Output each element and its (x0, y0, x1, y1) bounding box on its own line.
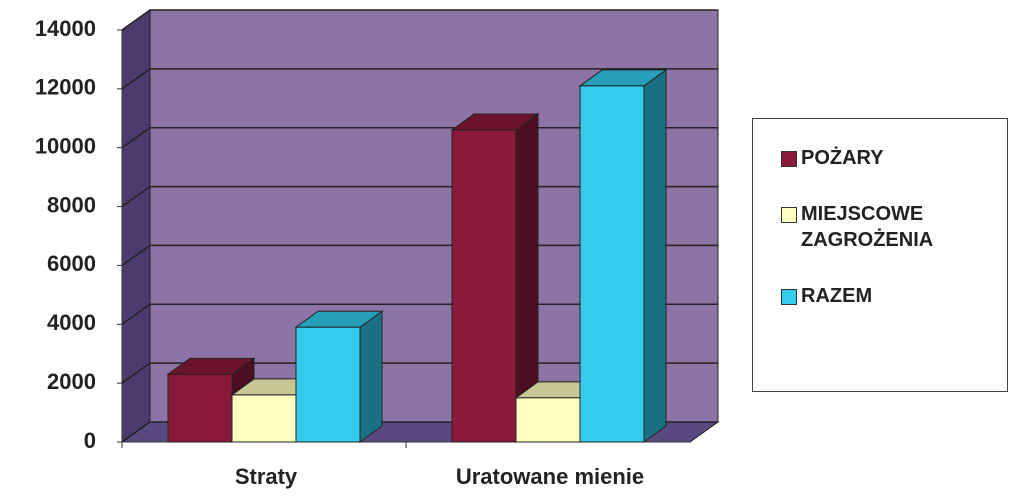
grid-line (121, 9, 718, 31)
y-tick-label: 14000 (35, 16, 96, 41)
x-tick-label: Straty (235, 464, 298, 489)
bar-side (643, 68, 667, 443)
legend-swatch (781, 151, 797, 167)
grid-line (121, 68, 718, 90)
legend: POŻARY MIEJSCOWE ZAGROŻENIA RAZEM (752, 118, 1008, 392)
y-tick-label: 12000 (35, 75, 96, 100)
y-tick-label: 6000 (47, 251, 96, 276)
legend-entry: MIEJSCOWE ZAGROŻENIA (781, 201, 981, 253)
bar-side (359, 310, 383, 443)
bar (578, 68, 668, 443)
bar-front (579, 85, 645, 443)
bar-front (451, 129, 517, 443)
legend-entry: RAZEM (781, 283, 981, 309)
legend-label: MIEJSCOWE ZAGROŻENIA (801, 203, 934, 251)
y-tick-label: 2000 (47, 369, 96, 394)
legend-entry: POŻARY (781, 145, 981, 171)
bar-front (295, 326, 361, 443)
legend-label: POŻARY (801, 147, 884, 169)
bar-front (231, 394, 297, 443)
y-tick-label: 0 (84, 428, 96, 453)
y-tick-label: 8000 (47, 192, 96, 217)
side-wall (121, 9, 151, 443)
legend-swatch (781, 289, 797, 305)
bar-front (515, 397, 581, 443)
y-tick-label: 4000 (47, 310, 96, 335)
bar-front (167, 373, 233, 443)
x-tick-label: Uratowane mienie (456, 464, 644, 489)
y-tick-label: 10000 (35, 134, 96, 159)
bar (294, 310, 384, 443)
bar (450, 113, 540, 443)
legend-label: RAZEM (801, 285, 873, 307)
legend-swatch (781, 207, 797, 223)
